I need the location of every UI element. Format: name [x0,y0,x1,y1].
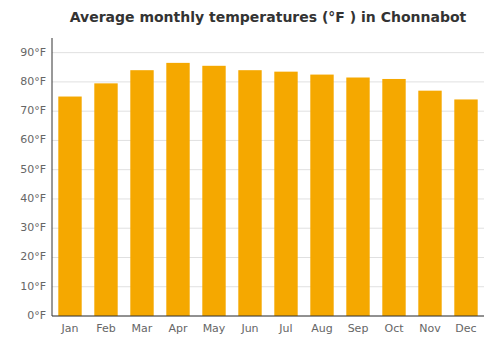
x-tick-label: May [203,322,226,335]
x-tick-label: Dec [455,322,476,335]
x-tick-label: Aug [311,322,332,335]
x-tick-label: Mar [132,322,153,335]
y-tick-label: 90°F [20,46,46,59]
bar [418,91,441,316]
bar [58,97,81,316]
y-tick-label: 50°F [20,163,46,176]
grid-line [52,81,484,82]
y-tick-label: 80°F [20,75,46,88]
x-tick-label: Sep [348,322,369,335]
grid-line [52,316,484,317]
x-tick-label: Oct [384,322,404,335]
y-tick-label: 60°F [20,133,46,146]
x-tick-label: Jun [240,322,258,335]
x-tick-labels: Jan Feb Mar Apr May Jun Jul Aug Sep Oct Nov Dec [61,322,477,335]
chart-container: Average monthly temperatures (°F ) in Ch… [0,0,500,350]
bar [94,83,117,316]
y-tick-label: 70°F [20,104,46,117]
y-grid [52,53,484,316]
y-tick-label: 30°F [20,221,46,234]
y-tick-label: 0°F [27,309,46,322]
bars [58,63,477,316]
x-tick-label: Jan [61,322,79,335]
y-tick-labels: 0°F 10°F 20°F 30°F 40°F 50°F 60°F 70°F 80°F 90°F [20,46,46,322]
bar [382,79,405,316]
bar [202,66,225,316]
chart-svg: Average monthly temperatures (°F ) in Ch… [0,0,500,350]
bar [238,70,261,316]
x-tick-label: Apr [168,322,188,335]
bar [274,72,297,316]
y-tick-label: 40°F [20,192,46,205]
y-tick-label: 20°F [20,250,46,263]
title: Average monthly temperatures (°F ) in Ch… [70,9,467,25]
x-tick-label: Jul [278,322,292,335]
x-axis-line [52,316,484,317]
x-tick-label: Nov [419,322,441,335]
y-tick-label: 10°F [20,280,46,293]
bar [346,78,369,316]
y-axis-line [52,38,53,316]
x-tick-label: Feb [96,322,115,335]
grid-line [52,52,484,53]
page: {"chart_data": {"type": "bar", "title": … [0,0,500,350]
bar [454,99,477,316]
bar [130,70,153,316]
bar [310,75,333,316]
bar [166,63,189,316]
